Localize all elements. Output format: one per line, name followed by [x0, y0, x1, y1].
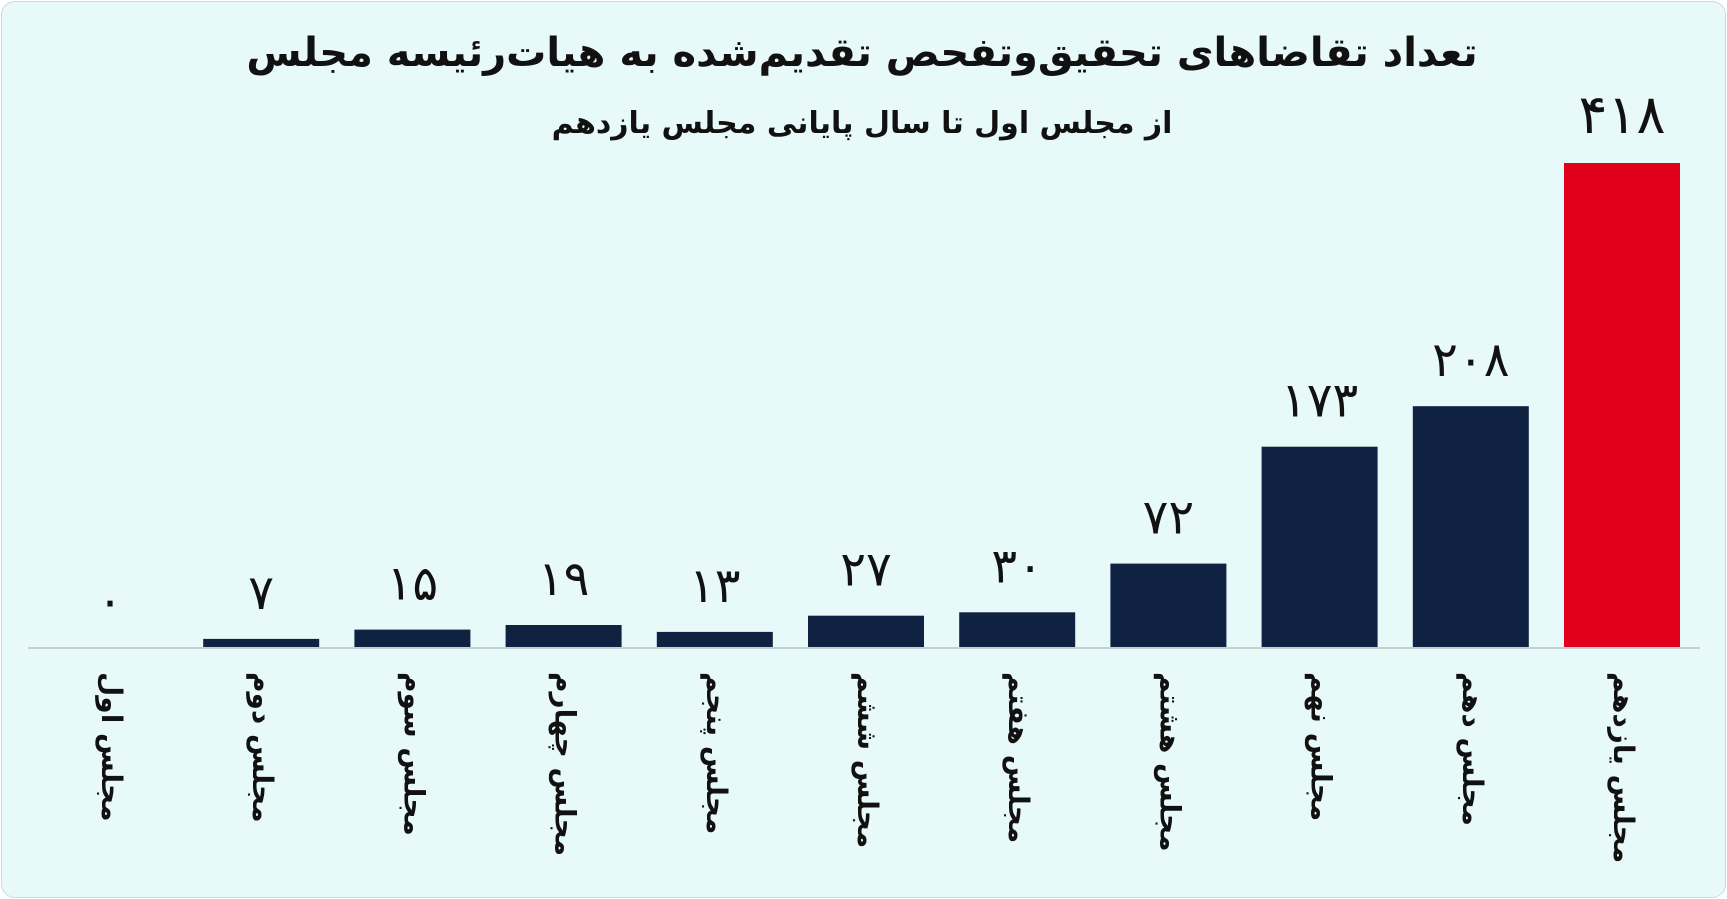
bar-7: [959, 612, 1076, 647]
value-label-1: ۰: [97, 573, 123, 629]
value-label-4: ۱۹: [538, 551, 590, 607]
category-label-9: مجلس نهم: [1305, 672, 1338, 821]
category-label-2: مجلس دوم: [246, 672, 279, 823]
chart-subtitle: از مجلس اول تا سال پایانی مجلس یازدهم: [551, 106, 1173, 141]
value-label-8: ۷۲: [1143, 490, 1195, 546]
category-label-6: مجلس ششم: [851, 672, 884, 848]
value-label-2: ۷: [248, 565, 274, 621]
category-label-8: مجلس هشتم: [1153, 672, 1186, 852]
bar-11: [1564, 163, 1680, 647]
category-label-3: مجلس سوم: [397, 672, 430, 836]
value-label-9: ۱۷۳: [1281, 373, 1358, 429]
value-label-6: ۲۷: [840, 542, 892, 598]
value-label-3: ۱۵: [387, 556, 439, 612]
bar-2: [203, 638, 320, 647]
category-label-5: مجلس پنجم: [700, 672, 733, 834]
bar-9: [1261, 446, 1378, 647]
value-label-7: ۳۰: [991, 538, 1043, 594]
value-label-5: ۱۳: [689, 558, 741, 614]
category-label-1: مجلس اول: [95, 672, 128, 822]
category-label-10: مجلس دهم: [1456, 672, 1489, 826]
value-label-10: ۲۰۸: [1432, 332, 1509, 388]
bar-8: [1110, 563, 1227, 647]
bar-6: [808, 615, 924, 647]
bar-5: [656, 631, 773, 647]
bar-4: [505, 625, 622, 647]
category-label-7: مجلس هفتم: [1002, 672, 1035, 843]
category-label-11: مجلس یازدهم: [1607, 672, 1640, 863]
chart-title: تعداد تقاضاهای تحقیق‌وتفحص تقدیم‌شده به …: [246, 30, 1478, 76]
category-label-4: مجلس چهارم: [549, 672, 582, 856]
value-label-11: ۴۱۸: [1578, 83, 1665, 146]
bar-10: [1412, 406, 1529, 647]
bar-3: [354, 629, 471, 647]
